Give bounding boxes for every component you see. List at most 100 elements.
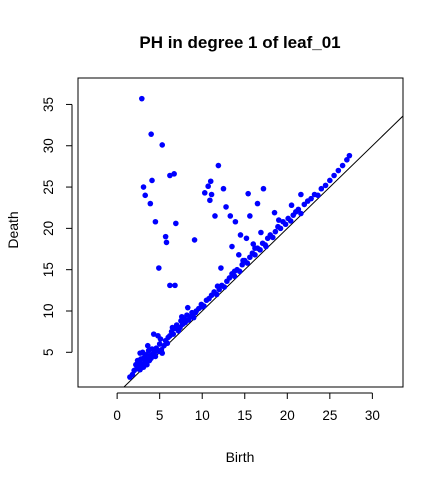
data-point [339, 162, 346, 169]
data-point [270, 234, 276, 241]
data-point [143, 351, 149, 358]
data-point [212, 213, 218, 219]
data-point [207, 197, 213, 204]
data-point [335, 167, 342, 174]
data-point [260, 185, 267, 192]
data-point [229, 243, 235, 250]
data-point [142, 192, 149, 199]
x-tick-label: 0 [113, 408, 121, 423]
data-point [298, 191, 304, 198]
data-point [201, 190, 208, 196]
data-point [152, 353, 159, 360]
data-point [184, 304, 191, 311]
data-point [245, 190, 251, 197]
y-tick-label: 35 [41, 97, 56, 112]
data-point [322, 182, 329, 189]
data-point [226, 275, 233, 281]
data-point [232, 218, 239, 225]
data-point [257, 247, 263, 253]
data-point [318, 185, 325, 192]
data-point [190, 314, 197, 321]
data-point [159, 350, 166, 356]
x-tick-label: 20 [280, 408, 295, 423]
data-point [235, 252, 242, 258]
plot-frame [77, 77, 404, 388]
data-point [250, 241, 257, 247]
y-tick-label: 15 [41, 262, 56, 277]
data-point [287, 218, 294, 224]
data-point [172, 282, 178, 289]
data-point [331, 172, 337, 179]
data-point [207, 178, 214, 185]
data-point [252, 252, 258, 258]
data-point [214, 283, 221, 290]
data-point [258, 229, 264, 236]
chart-title: PH in degree 1 of leaf_01 [139, 33, 340, 52]
y-tick-label: 25 [41, 180, 56, 195]
x-tick-label: 15 [237, 408, 252, 423]
data-point [277, 225, 284, 232]
data-point [288, 202, 295, 209]
data-point [137, 350, 143, 356]
data-point [156, 265, 162, 271]
data-point [208, 191, 215, 198]
data-point [215, 162, 222, 169]
data-point [148, 131, 154, 137]
data-point [218, 265, 224, 271]
data-point [164, 340, 171, 347]
x-axis-label: Birth [226, 449, 255, 465]
data-point [231, 273, 238, 280]
data-point [308, 195, 314, 202]
x-axis: 0 5 10 15 20 25 30 [113, 392, 380, 423]
data-point [162, 233, 169, 240]
data-point [263, 243, 269, 250]
x-tick-label: 10 [195, 408, 210, 423]
data-point [163, 239, 170, 246]
data-point [171, 171, 177, 177]
data-point [167, 172, 173, 179]
data-point [170, 331, 177, 337]
data-point [282, 221, 289, 228]
data-point [220, 185, 227, 192]
data-point [152, 218, 159, 225]
data-point [243, 235, 250, 242]
y-tick-label: 20 [41, 221, 56, 236]
data-point [213, 291, 220, 298]
data-point [298, 210, 304, 217]
data-point [236, 268, 243, 275]
y-tick-label: 5 [41, 349, 56, 357]
diagonal-line [123, 115, 403, 387]
x-tick-label: 5 [156, 408, 164, 423]
data-point [167, 282, 173, 289]
data-point [139, 95, 145, 102]
data-point [240, 257, 246, 264]
data-point [205, 183, 211, 190]
x-tick-label: 25 [322, 408, 337, 423]
data-point [223, 204, 229, 210]
y-tick-label: 30 [41, 138, 56, 153]
data-point [173, 220, 179, 227]
data-point [227, 213, 234, 219]
data-point [346, 152, 353, 159]
data-point [159, 142, 166, 148]
data-point [178, 313, 185, 320]
data-point [191, 237, 198, 243]
data-point [247, 254, 253, 261]
data-point [344, 156, 350, 163]
data-point [149, 177, 155, 184]
x-tick-label: 30 [365, 408, 380, 423]
y-axis: 5 10 15 20 25 30 35 [41, 97, 73, 357]
data-point [221, 284, 228, 290]
data-point [231, 268, 238, 275]
data-point [169, 324, 176, 331]
data-point [147, 200, 154, 207]
data-point [247, 213, 253, 219]
data-point [140, 184, 147, 190]
y-axis-label: Death [5, 211, 21, 248]
data-point [295, 206, 302, 213]
data-point [156, 341, 163, 347]
data-point [199, 304, 206, 310]
data-point [150, 331, 157, 337]
data-point [315, 192, 321, 199]
